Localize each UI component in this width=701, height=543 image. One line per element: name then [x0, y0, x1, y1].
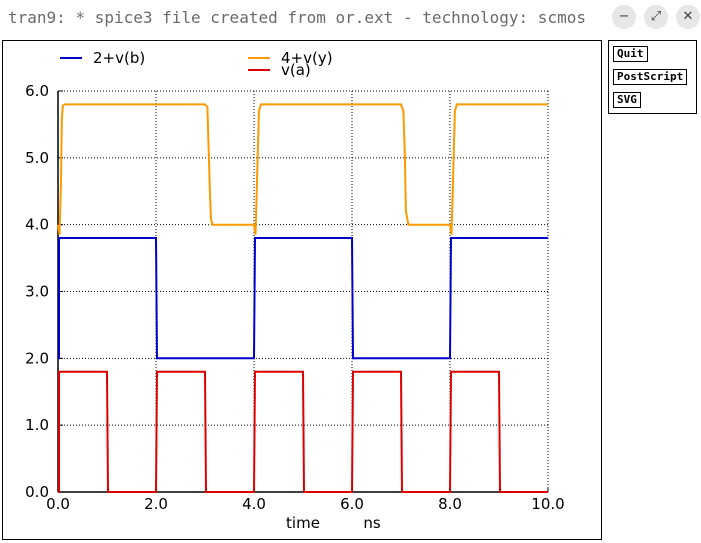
plot-area: 0.0 2.0 4.0 6.0 8.0 10.0 0.0 1.0 2.0 3.0 4.0 5.0 6.0…	[2, 40, 602, 540]
series-line	[57, 103, 548, 235]
close-button[interactable]: ✕	[676, 5, 700, 29]
minimize-button[interactable]: −	[612, 5, 636, 29]
y-tick-label: 2.0	[25, 349, 49, 367]
series-line	[58, 237, 548, 360]
x-tick-label: 10.0	[531, 495, 564, 513]
y-tick-label: 3.0	[25, 283, 49, 301]
x-tick-label: 0.0	[46, 495, 70, 513]
window-title: tran9: * spice3 file created from or.ext…	[8, 8, 586, 27]
x-axis-unit: ns	[363, 514, 381, 532]
legend-label: 2+v(b)	[93, 49, 145, 67]
x-tick-label: 4.0	[242, 495, 266, 513]
svg-export-button[interactable]: SVG	[613, 92, 641, 108]
legend-label: v(a)	[281, 61, 311, 79]
postscript-button[interactable]: PostScript	[613, 69, 688, 85]
x-axis-label: time	[286, 514, 320, 532]
x-tick-label: 8.0	[438, 495, 462, 513]
legend-label: 4+v(y)	[281, 49, 333, 67]
y-tick-label: 1.0	[25, 416, 49, 434]
y-tick-label: 0.0	[25, 483, 49, 501]
x-tick-label: 2.0	[144, 495, 168, 513]
maximize-button[interactable]: ⤢	[644, 5, 668, 29]
waveform-chart: 0.0 2.0 4.0 6.0 8.0 10.0 0.0 1.0 2.0 3.0 4.0 5.0 6.0…	[25, 49, 565, 532]
x-tick-label: 6.0	[340, 495, 364, 513]
control-panel: Quit PostScript SVG	[608, 40, 697, 114]
quit-button[interactable]: Quit	[613, 46, 648, 62]
y-tick-label: 5.0	[25, 149, 49, 167]
y-tick-label: 4.0	[25, 216, 49, 234]
y-tick-label: 6.0	[25, 82, 49, 100]
window-titlebar[interactable]: tran9: * spice3 file created from or.ext…	[0, 0, 701, 34]
series-line	[58, 370, 548, 493]
